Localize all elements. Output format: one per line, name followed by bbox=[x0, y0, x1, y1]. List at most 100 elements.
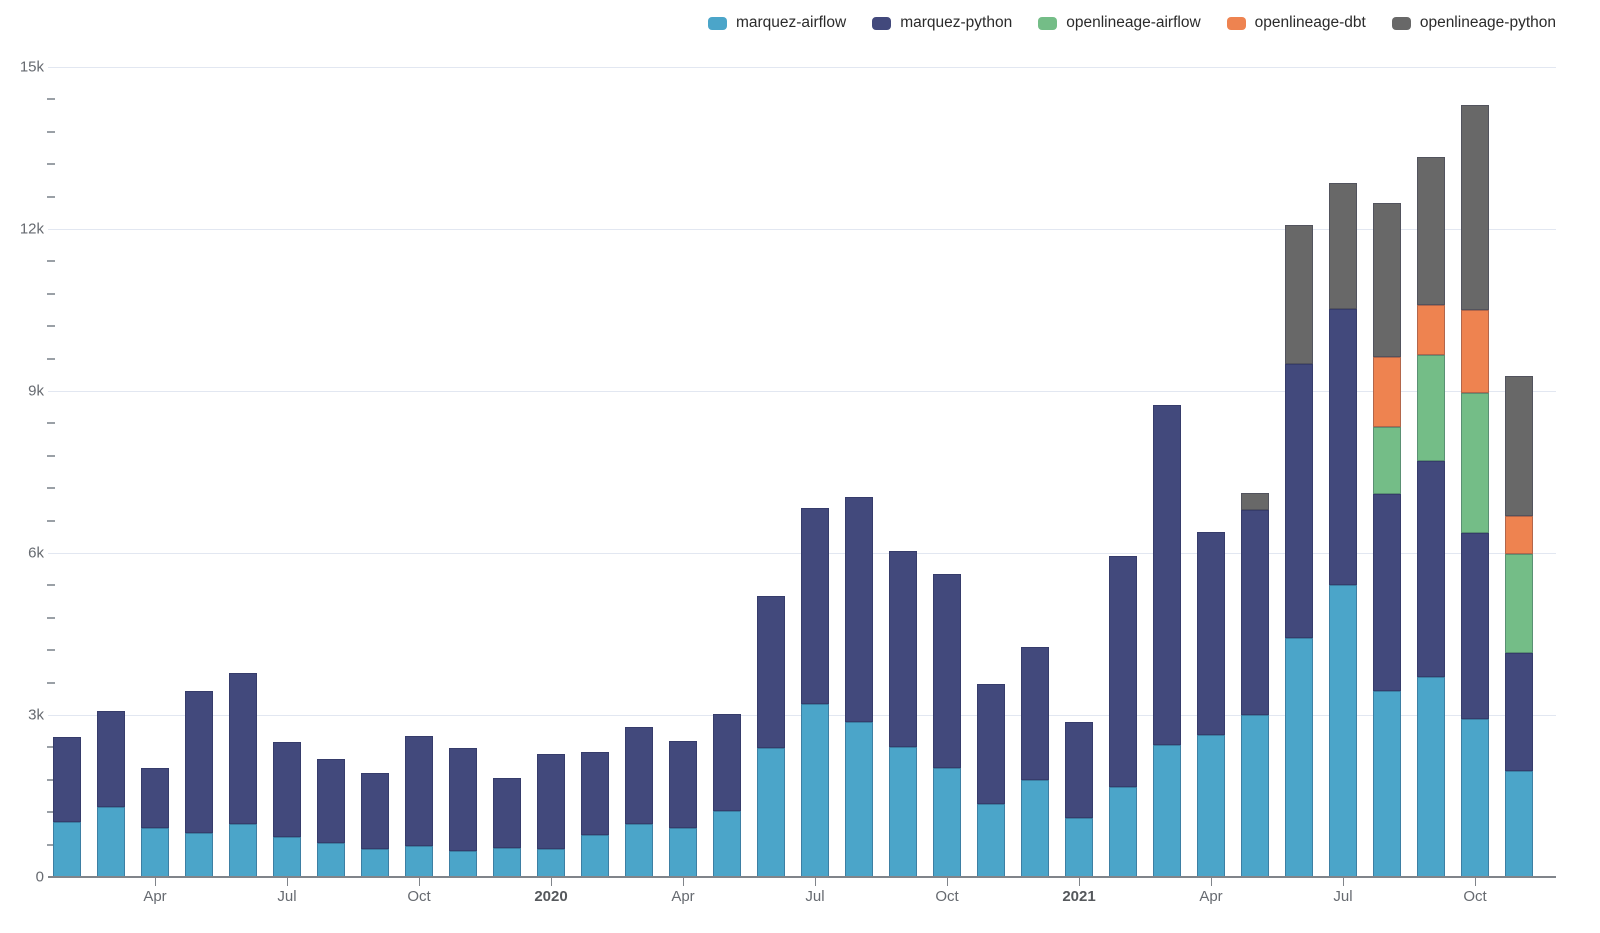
bar-segment-marquez-airflow[interactable] bbox=[845, 722, 873, 877]
bar-segment-marquez-airflow[interactable] bbox=[1241, 715, 1269, 877]
bar-segment-marquez-airflow[interactable] bbox=[1417, 677, 1445, 877]
bar-segment-openlineage-python[interactable] bbox=[1505, 375, 1533, 516]
bar-segment-openlineage-python[interactable] bbox=[1373, 203, 1401, 357]
bar-segment-marquez-airflow[interactable] bbox=[1021, 780, 1049, 877]
x-axis-tick bbox=[683, 878, 684, 886]
bar-segment-marquez-airflow[interactable] bbox=[229, 824, 257, 877]
bar-segment-openlineage-airflow[interactable] bbox=[1373, 427, 1401, 494]
bar-segment-marquez-python[interactable] bbox=[757, 595, 785, 748]
bar-segment-marquez-airflow[interactable] bbox=[361, 849, 389, 877]
bar-segment-marquez-python[interactable] bbox=[1461, 533, 1489, 720]
bar-segment-marquez-airflow[interactable] bbox=[1373, 690, 1401, 877]
y-axis-minor-tick bbox=[47, 616, 55, 619]
bar-segment-marquez-airflow[interactable] bbox=[273, 836, 301, 877]
bar-segment-openlineage-python[interactable] bbox=[1461, 104, 1489, 310]
y-axis-minor-tick bbox=[47, 357, 55, 360]
x-axis-line bbox=[48, 876, 1556, 878]
bar-segment-marquez-airflow[interactable] bbox=[1285, 638, 1313, 877]
y-axis-tick-label: 0 bbox=[35, 868, 44, 886]
bar-segment-marquez-python[interactable] bbox=[1241, 509, 1269, 715]
bar-segment-marquez-airflow[interactable] bbox=[1109, 787, 1137, 877]
bar-segment-marquez-airflow[interactable] bbox=[1461, 719, 1489, 877]
legend-item-label: openlineage-python bbox=[1419, 14, 1556, 31]
bar-segment-marquez-python[interactable] bbox=[317, 759, 345, 843]
bar-segment-marquez-airflow[interactable] bbox=[757, 747, 785, 877]
bar-segment-marquez-python[interactable] bbox=[801, 507, 829, 705]
bar-segment-marquez-airflow[interactable] bbox=[493, 848, 521, 877]
bar-segment-marquez-python[interactable] bbox=[53, 737, 81, 822]
bar-segment-marquez-airflow[interactable] bbox=[581, 834, 609, 877]
bar-segment-marquez-python[interactable] bbox=[1417, 461, 1445, 678]
bar-segment-marquez-python[interactable] bbox=[713, 714, 741, 811]
bar-segment-marquez-python[interactable] bbox=[1153, 404, 1181, 746]
bar-segment-marquez-airflow[interactable] bbox=[53, 821, 81, 877]
bar-segment-openlineage-dbt[interactable] bbox=[1417, 304, 1445, 355]
bar-segment-openlineage-dbt[interactable] bbox=[1373, 356, 1401, 428]
bar-segment-marquez-airflow[interactable] bbox=[1065, 817, 1093, 877]
legend-item-openlineage-python[interactable]: openlineage-python bbox=[1391, 14, 1556, 32]
bar-segment-openlineage-airflow[interactable] bbox=[1505, 554, 1533, 654]
bar-segment-openlineage-python[interactable] bbox=[1329, 183, 1357, 309]
bar-segment-marquez-python[interactable] bbox=[625, 726, 653, 825]
bar-segment-marquez-airflow[interactable] bbox=[625, 824, 653, 877]
bar-segment-marquez-airflow[interactable] bbox=[933, 768, 961, 877]
bar-segment-marquez-python[interactable] bbox=[185, 690, 213, 834]
bar-segment-marquez-python[interactable] bbox=[1109, 555, 1137, 788]
x-axis-tick bbox=[947, 878, 948, 886]
bar-segment-marquez-python[interactable] bbox=[889, 550, 917, 748]
bar-segment-marquez-python[interactable] bbox=[229, 672, 257, 825]
bar-segment-openlineage-dbt[interactable] bbox=[1461, 310, 1489, 393]
x-axis-tick-label: Oct bbox=[407, 888, 431, 905]
bar-segment-marquez-airflow[interactable] bbox=[669, 828, 697, 877]
bar-segment-marquez-python[interactable] bbox=[669, 740, 697, 829]
bar-segment-marquez-python[interactable] bbox=[273, 741, 301, 837]
bar-segment-marquez-python[interactable] bbox=[1285, 364, 1313, 639]
bar-segment-openlineage-airflow[interactable] bbox=[1417, 354, 1445, 462]
legend-item-marquez-python[interactable]: marquez-python bbox=[872, 14, 1012, 32]
bar-segment-marquez-python[interactable] bbox=[141, 768, 169, 829]
bar-segment-marquez-airflow[interactable] bbox=[317, 842, 345, 877]
bar-segment-openlineage-python[interactable] bbox=[1417, 156, 1445, 305]
bar-segment-marquez-airflow[interactable] bbox=[1197, 735, 1225, 877]
bar-segment-marquez-python[interactable] bbox=[581, 752, 609, 835]
bar-segment-marquez-python[interactable] bbox=[1329, 308, 1357, 585]
bar-segment-marquez-python[interactable] bbox=[97, 710, 125, 808]
bar-segment-marquez-python[interactable] bbox=[845, 496, 873, 722]
bar-segment-marquez-airflow[interactable] bbox=[713, 810, 741, 877]
bar-segment-marquez-python[interactable] bbox=[449, 747, 477, 851]
bar-segment-marquez-python[interactable] bbox=[1373, 493, 1401, 691]
bar-segment-marquez-python[interactable] bbox=[977, 683, 1005, 805]
bar-segment-marquez-airflow[interactable] bbox=[449, 850, 477, 877]
legend-item-openlineage-airflow[interactable]: openlineage-airflow bbox=[1038, 14, 1201, 32]
bar-segment-openlineage-python[interactable] bbox=[1285, 224, 1313, 364]
bar-segment-marquez-airflow[interactable] bbox=[185, 833, 213, 877]
bar-segment-marquez-python[interactable] bbox=[1197, 531, 1225, 736]
bar-segment-marquez-python[interactable] bbox=[493, 778, 521, 849]
bar-segment-marquez-airflow[interactable] bbox=[405, 845, 433, 877]
bar-segment-marquez-airflow[interactable] bbox=[537, 849, 565, 877]
bar-segment-marquez-python[interactable] bbox=[361, 773, 389, 850]
bar-segment-openlineage-dbt[interactable] bbox=[1505, 516, 1533, 555]
bar-segment-marquez-python[interactable] bbox=[1021, 647, 1049, 781]
x-axis-tick-label: Apr bbox=[1199, 888, 1223, 905]
bar-segment-marquez-python[interactable] bbox=[933, 574, 961, 769]
bar-segment-marquez-airflow[interactable] bbox=[977, 804, 1005, 877]
bar-segment-marquez-airflow[interactable] bbox=[1329, 584, 1357, 877]
bar-segment-marquez-airflow[interactable] bbox=[889, 747, 917, 877]
bar-segment-marquez-airflow[interactable] bbox=[97, 807, 125, 877]
bar-segment-marquez-python[interactable] bbox=[537, 753, 565, 850]
bar-segment-marquez-python[interactable] bbox=[1505, 653, 1533, 772]
bar-segment-marquez-airflow[interactable] bbox=[1505, 771, 1533, 877]
bar-segment-marquez-airflow[interactable] bbox=[801, 704, 829, 877]
y-axis-minor-tick bbox=[47, 584, 55, 587]
bar-segment-marquez-python[interactable] bbox=[1065, 722, 1093, 818]
y-axis-minor-tick bbox=[47, 746, 55, 749]
bar-segment-openlineage-airflow[interactable] bbox=[1461, 392, 1489, 534]
legend-item-openlineage-dbt[interactable]: openlineage-dbt bbox=[1226, 14, 1366, 32]
bar-segment-openlineage-python[interactable] bbox=[1241, 492, 1269, 510]
bar-segment-marquez-airflow[interactable] bbox=[1153, 745, 1181, 877]
bar-segment-marquez-python[interactable] bbox=[405, 735, 433, 846]
y-axis-tick-label: 6k bbox=[28, 544, 44, 562]
bar-segment-marquez-airflow[interactable] bbox=[141, 828, 169, 877]
legend-item-marquez-airflow[interactable]: marquez-airflow bbox=[707, 14, 846, 32]
